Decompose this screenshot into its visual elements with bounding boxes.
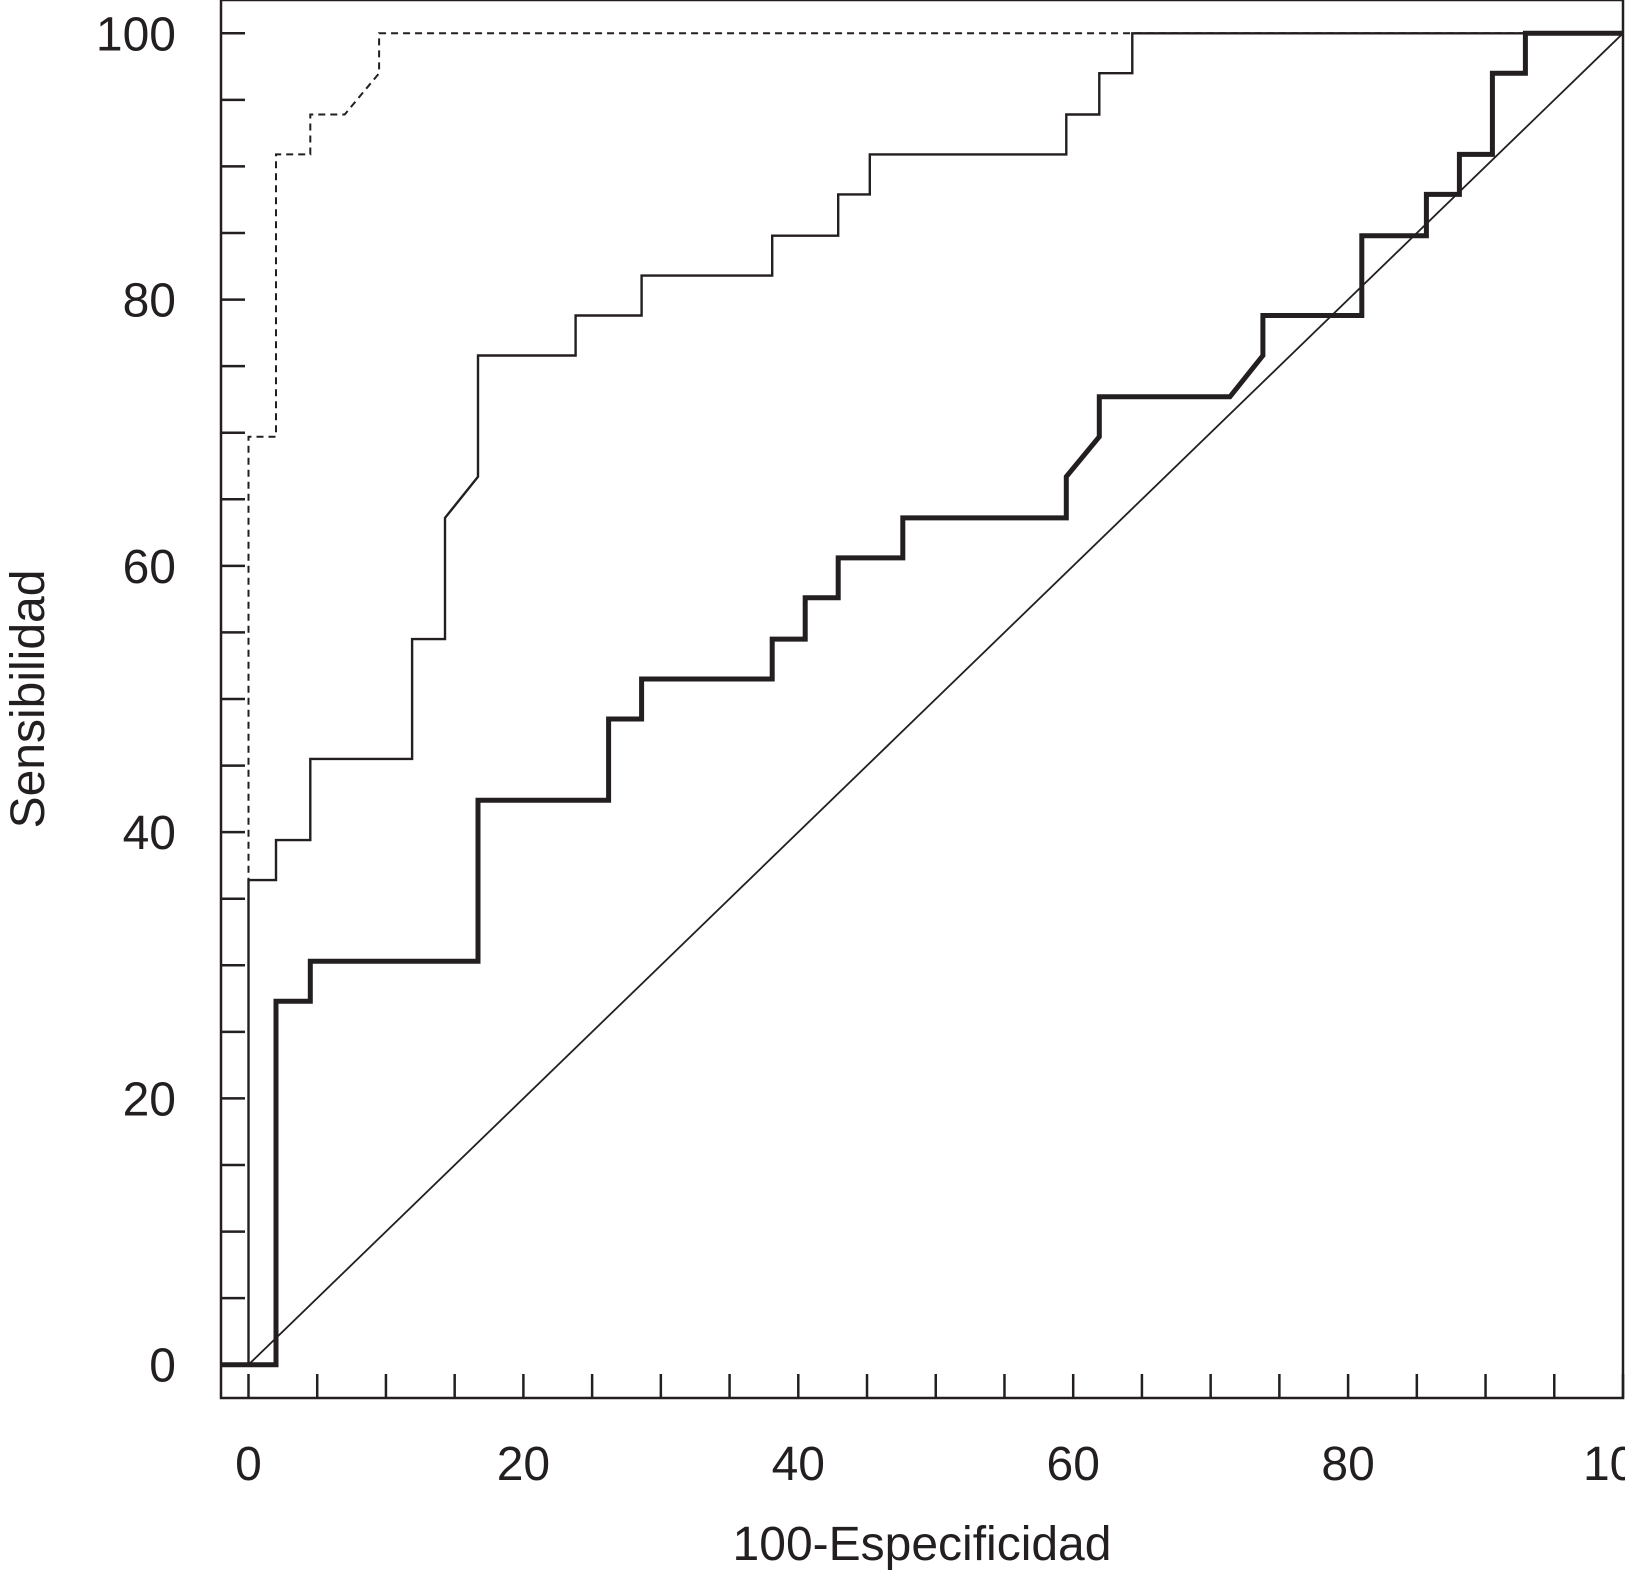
roc-curves	[221, 30, 1624, 1368]
axis-ticks	[221, 32, 1625, 1398]
y-tick-label: 20	[123, 1073, 176, 1126]
y-tick-label: 80	[123, 275, 176, 328]
tick-labels: 0 20 40 60 80 100 0 20 40 60 80 100	[96, 8, 1625, 1491]
reference-diagonal	[247, 32, 1624, 1366]
roc-curve-bold	[221, 30, 1623, 1368]
y-tick-label: 40	[123, 807, 176, 860]
y-axis-title: Sensibilidad	[2, 570, 55, 829]
y-tick-label: 100	[96, 8, 176, 61]
x-axis-title: 100-Especificidad	[733, 1518, 1112, 1571]
y-tick-label: 60	[123, 541, 176, 594]
roc-curve-solid	[247, 32, 1623, 1365]
x-tick-label: 0	[235, 1438, 262, 1491]
roc-curve-dashed	[247, 32, 1623, 1365]
y-tick-label: 0	[149, 1340, 176, 1393]
x-tick-label: 100	[1583, 1438, 1625, 1491]
x-tick-label: 80	[1321, 1438, 1374, 1491]
x-tick-label: 40	[772, 1438, 825, 1491]
x-tick-label: 20	[497, 1438, 550, 1491]
x-tick-label: 60	[1047, 1438, 1100, 1491]
